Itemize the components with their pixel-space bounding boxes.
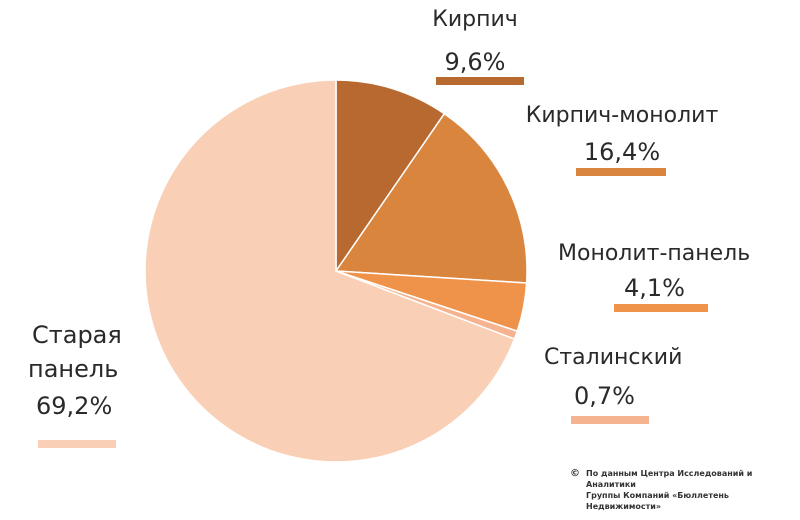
label-stalin-value: 0,7% bbox=[574, 382, 635, 410]
label-brick: Кирпич 9,6% bbox=[420, 6, 530, 76]
label-old-panel-name-1: Старая bbox=[32, 321, 122, 349]
pie-slice-4 bbox=[144, 79, 516, 463]
label-stalin: Сталинский 0,7% bbox=[544, 344, 704, 410]
pie-slice-0 bbox=[335, 79, 446, 274]
label-stalin-name: Сталинский bbox=[544, 345, 683, 370]
label-old-panel-name-2: панель bbox=[28, 355, 119, 383]
source-note: © По данным Центра Исследований и Аналит… bbox=[570, 468, 786, 512]
label-brick-monolith: Кирпич-монолит 16,4% bbox=[512, 102, 732, 166]
copyright-symbol: © bbox=[570, 468, 580, 479]
label-brick-monolith-value: 16,4% bbox=[583, 138, 661, 166]
source-line-1: По данным Центра Исследований и Аналитик… bbox=[586, 469, 753, 489]
pie-slice-1 bbox=[334, 112, 528, 284]
label-brick-value: 9,6% bbox=[444, 48, 506, 76]
label-brick-monolith-bar bbox=[576, 168, 666, 176]
label-monolith-panel-name: Монолит-панель bbox=[558, 241, 751, 266]
label-brick-monolith-name: Кирпич-монолит bbox=[525, 103, 719, 128]
label-old-panel-value: 69,2% bbox=[36, 392, 113, 420]
label-brick-name: Кирпич bbox=[432, 7, 518, 32]
label-old-panel: Старая панель 69,2% bbox=[28, 318, 158, 420]
label-brick-bar bbox=[436, 77, 524, 85]
source-line-2: Группы Компаний «Бюллетень Недвижимости» bbox=[586, 491, 729, 511]
label-monolith-panel: Монолит-панель 4,1% bbox=[558, 240, 768, 302]
label-old-panel-bar bbox=[38, 440, 116, 448]
label-stalin-bar bbox=[571, 416, 649, 424]
label-monolith-panel-bar bbox=[614, 304, 708, 312]
label-monolith-panel-value: 4,1% bbox=[624, 274, 685, 302]
